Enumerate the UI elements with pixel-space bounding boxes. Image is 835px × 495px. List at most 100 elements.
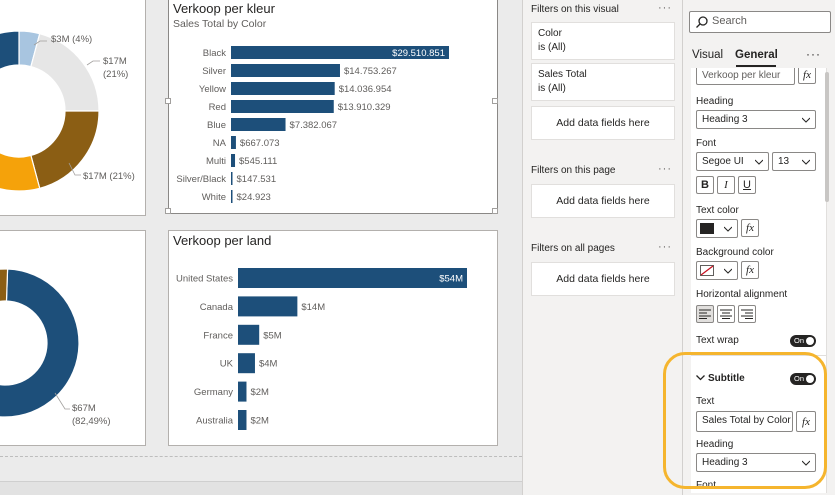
donut-slice[interactable]: [30, 32, 100, 112]
resize-handle[interactable]: [165, 208, 171, 214]
bar[interactable]: [238, 296, 298, 317]
category-label: United States: [176, 274, 233, 285]
align-center-button[interactable]: [717, 305, 735, 323]
subtitle-heading-label: Heading: [696, 439, 734, 450]
bar[interactable]: [231, 82, 335, 95]
tab-general[interactable]: General: [735, 49, 778, 61]
underline-button[interactable]: U: [738, 176, 756, 194]
data-label: $2M: [250, 387, 269, 398]
resize-handle[interactable]: [165, 98, 171, 104]
donut-slice[interactable]: [0, 127, 41, 192]
filter-card-sales-total[interactable]: Sales Total is (All): [531, 63, 675, 101]
heading-value: Heading 3: [702, 114, 748, 125]
bar[interactable]: [231, 172, 233, 185]
bar[interactable]: [231, 118, 286, 131]
bar[interactable]: [238, 324, 260, 345]
add-data-fields-page[interactable]: Add data fields here: [531, 184, 675, 218]
donut-visual-top[interactable]: $3M (4%) $17M (21%) $17M (21%): [0, 0, 146, 216]
tab-visual[interactable]: Visual: [692, 49, 724, 61]
data-label: $667.073: [240, 138, 280, 149]
resize-handle[interactable]: [492, 208, 498, 214]
bar-chart-visual-color[interactable]: Verkoop per kleur Sales Total by Color B…: [168, 0, 498, 214]
report-canvas[interactable]: $3M (4%) $17M (21%) $17M (21%) $67M (82,…: [0, 0, 522, 495]
font-size-value: 13: [778, 156, 790, 167]
data-label: $13.910.329: [338, 102, 391, 113]
format-pane: Search Visual General ··· Verkoop per kl…: [682, 0, 835, 495]
subtitle-text-field[interactable]: Sales Total by Color: [696, 411, 793, 432]
donut-slice[interactable]: [0, 268, 9, 302]
chevron-down-icon[interactable]: [696, 374, 705, 382]
title-text-field[interactable]: Verkoop per kleur: [696, 68, 795, 85]
bar[interactable]: [238, 410, 247, 430]
color-swatch: [700, 223, 714, 234]
bar[interactable]: [231, 154, 236, 167]
add-data-fields-all[interactable]: Add data fields here: [531, 262, 675, 296]
align-left-button[interactable]: [696, 305, 714, 323]
filter-state: is (All): [538, 42, 566, 53]
resize-handle[interactable]: [492, 98, 498, 104]
fx-button[interactable]: fx: [796, 411, 816, 432]
fx-button[interactable]: fx: [741, 219, 759, 237]
subtitle-toggle[interactable]: On: [790, 373, 816, 385]
visual-title: Verkoop per kleur: [173, 1, 275, 16]
bar[interactable]: [238, 353, 255, 374]
background-color-picker[interactable]: [696, 261, 738, 280]
donut-bottom-label-2: (82,49%): [72, 416, 111, 427]
search-input[interactable]: Search: [689, 11, 831, 33]
add-data-fields-visual[interactable]: Add data fields here: [531, 106, 675, 140]
chevron-down-icon: [802, 159, 810, 165]
donut-bottom-label-1: $67M: [72, 403, 96, 414]
visual-subtitle: Sales Total by Color: [173, 18, 267, 30]
font-family-dropdown[interactable]: Segoe UI: [696, 152, 769, 171]
leader-line: [33, 40, 47, 46]
subtitle-heading-dropdown[interactable]: Heading 3: [696, 453, 816, 472]
data-label: $5M: [263, 330, 282, 341]
heading-dropdown[interactable]: Heading 3: [696, 110, 816, 129]
donut-slice[interactable]: [0, 268, 80, 418]
category-label: Black: [203, 48, 226, 59]
leader-line: [68, 162, 81, 176]
chevron-down-icon: [755, 159, 763, 165]
format-pane-scrollbar[interactable]: [825, 72, 829, 202]
donut-chart-top: $3M (4%) $17M (21%) $17M (21%): [0, 30, 135, 192]
donut-slice[interactable]: [0, 30, 20, 138]
more-options-icon[interactable]: ···: [806, 47, 821, 61]
canvas-bottom-bar: [0, 481, 522, 495]
bar[interactable]: [238, 381, 247, 402]
bar[interactable]: [231, 100, 334, 113]
text-color-picker[interactable]: [696, 219, 738, 238]
bar[interactable]: [231, 64, 340, 77]
donut-visual-bottom[interactable]: $67M (82,49%): [0, 230, 146, 446]
filter-card-color[interactable]: Color is (All): [531, 22, 675, 60]
data-label: $7.382.067: [290, 120, 338, 131]
bar-chart-visual-country[interactable]: Verkoop per land United States $54M Canada…: [168, 230, 498, 446]
font-family-value: Segoe UI: [702, 156, 744, 167]
donut-top-label-1: $3M (4%): [51, 34, 92, 45]
subtitle-text-label: Text: [696, 396, 715, 407]
leader-line: [54, 392, 70, 410]
data-label: $54M: [439, 274, 463, 285]
more-options-icon[interactable]: ···: [658, 241, 672, 253]
fx-button[interactable]: fx: [798, 68, 816, 84]
bold-button[interactable]: B: [696, 176, 714, 194]
category-label: Red: [209, 102, 226, 113]
more-options-icon[interactable]: ···: [658, 163, 672, 175]
data-label: $147.531: [237, 174, 277, 185]
subtitle-font-label: Font: [696, 480, 717, 491]
visual-title: Verkoop per land: [173, 233, 272, 248]
subtitle-heading-value: Heading 3: [702, 457, 748, 468]
text-wrap-label: Text wrap: [696, 335, 739, 346]
background-color-label: Background color: [696, 247, 774, 258]
fx-button[interactable]: fx: [741, 261, 759, 279]
more-options-icon[interactable]: ···: [658, 2, 672, 14]
chevron-down-icon: [802, 460, 810, 466]
text-wrap-toggle[interactable]: On: [790, 335, 816, 347]
align-right-button[interactable]: [738, 305, 756, 323]
italic-button[interactable]: I: [717, 176, 735, 194]
bar[interactable]: [231, 190, 233, 203]
font-size-dropdown[interactable]: 13: [772, 152, 816, 171]
bar[interactable]: [231, 136, 236, 149]
category-label: White: [202, 192, 226, 203]
bar[interactable]: [231, 46, 449, 59]
bar[interactable]: [238, 268, 467, 288]
